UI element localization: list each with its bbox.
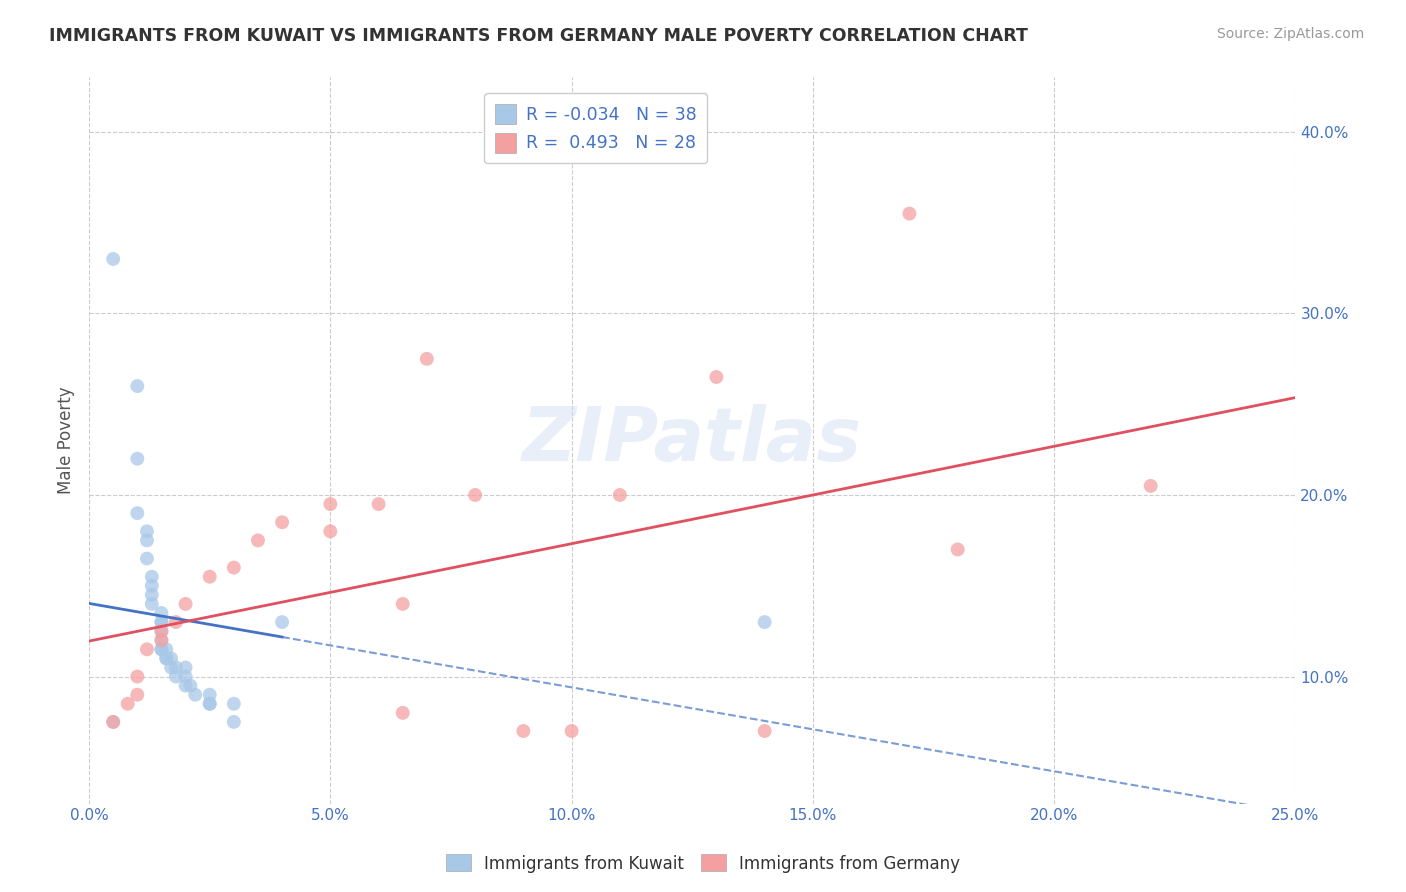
Point — [512, 724, 534, 739]
Point — [179, 679, 201, 693]
Point — [391, 597, 413, 611]
Point — [198, 697, 221, 711]
Point — [127, 688, 149, 702]
Text: IMMIGRANTS FROM KUWAIT VS IMMIGRANTS FROM GERMANY MALE POVERTY CORRELATION CHART: IMMIGRANTS FROM KUWAIT VS IMMIGRANTS FRO… — [49, 27, 1028, 45]
Point — [136, 642, 159, 657]
Point — [222, 697, 245, 711]
Point — [174, 679, 197, 693]
Point — [246, 533, 269, 548]
Point — [609, 488, 631, 502]
Point — [150, 615, 173, 629]
Point — [1139, 479, 1161, 493]
Point — [141, 579, 163, 593]
Point — [127, 669, 149, 683]
Point — [150, 633, 173, 648]
Point — [150, 642, 173, 657]
Point — [174, 597, 197, 611]
Point — [416, 351, 439, 366]
Point — [222, 560, 245, 574]
Point — [155, 651, 177, 665]
Point — [127, 506, 149, 520]
Point — [150, 615, 173, 629]
Point — [160, 660, 183, 674]
Point — [706, 370, 728, 384]
Point — [127, 379, 149, 393]
Point — [150, 642, 173, 657]
Point — [319, 524, 342, 539]
Point — [464, 488, 486, 502]
Legend: R = -0.034   N = 38, R =  0.493   N = 28: R = -0.034 N = 38, R = 0.493 N = 28 — [484, 94, 707, 163]
Point — [150, 633, 173, 648]
Point — [165, 615, 187, 629]
Point — [155, 651, 177, 665]
Text: Source: ZipAtlas.com: Source: ZipAtlas.com — [1216, 27, 1364, 41]
Point — [561, 724, 583, 739]
Point — [141, 597, 163, 611]
Point — [184, 688, 207, 702]
Point — [150, 624, 173, 639]
Point — [222, 714, 245, 729]
Point — [165, 669, 187, 683]
Point — [155, 642, 177, 657]
Point — [136, 533, 159, 548]
Point — [754, 724, 776, 739]
Point — [198, 697, 221, 711]
Point — [898, 206, 921, 220]
Y-axis label: Male Poverty: Male Poverty — [58, 387, 75, 494]
Point — [174, 669, 197, 683]
Legend: Immigrants from Kuwait, Immigrants from Germany: Immigrants from Kuwait, Immigrants from … — [439, 847, 967, 880]
Point — [367, 497, 389, 511]
Point — [103, 252, 125, 266]
Point — [117, 697, 139, 711]
Text: ZIPatlas: ZIPatlas — [522, 404, 862, 477]
Point — [127, 451, 149, 466]
Point — [754, 615, 776, 629]
Point — [946, 542, 969, 557]
Point — [198, 570, 221, 584]
Point — [198, 688, 221, 702]
Point — [160, 651, 183, 665]
Point — [141, 570, 163, 584]
Point — [150, 606, 173, 620]
Point — [271, 615, 294, 629]
Point — [136, 524, 159, 539]
Point — [165, 660, 187, 674]
Point — [141, 588, 163, 602]
Point — [271, 515, 294, 529]
Point — [103, 714, 125, 729]
Point — [136, 551, 159, 566]
Point — [150, 624, 173, 639]
Point — [174, 660, 197, 674]
Point — [103, 714, 125, 729]
Point — [319, 497, 342, 511]
Point — [391, 706, 413, 720]
